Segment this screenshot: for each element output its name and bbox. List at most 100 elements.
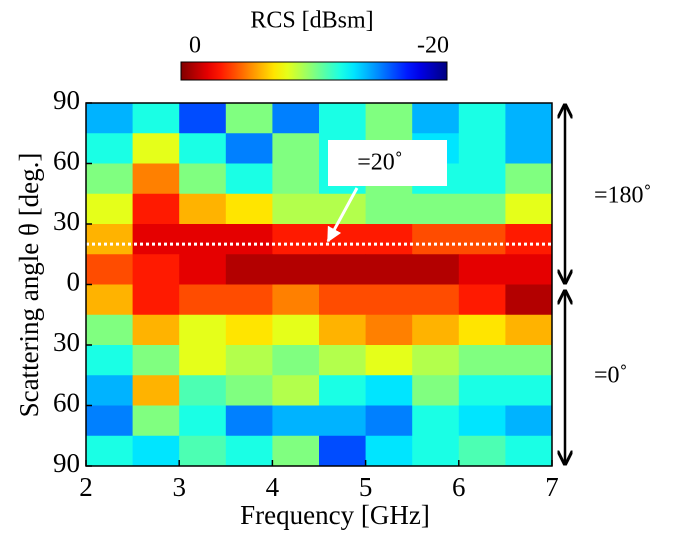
heatmap-cell — [505, 133, 553, 164]
heatmap-cell — [365, 375, 413, 406]
heatmap-cell — [132, 163, 180, 195]
heatmap-cell — [365, 193, 413, 225]
heatmap-cell — [365, 224, 413, 255]
heatmap-cell — [179, 224, 227, 255]
heatmap-cell — [225, 375, 273, 406]
heatmap-cell — [412, 375, 460, 406]
y-tick-label: 90 — [53, 448, 80, 478]
heatmap-cell — [505, 284, 553, 316]
heatmap-cell — [132, 375, 180, 406]
heatmap-cell — [365, 405, 413, 437]
heatmap-cell — [132, 133, 180, 164]
heatmap-cell — [365, 254, 413, 285]
heatmap-cell — [225, 133, 273, 164]
heatmap-cell — [505, 314, 553, 346]
y-tick-label: 30 — [53, 206, 80, 236]
heatmap-cell — [179, 435, 227, 467]
heatmap-cell — [225, 163, 273, 195]
heatmap-cell — [132, 224, 180, 255]
heatmap-cell — [179, 405, 227, 437]
heatmap-cell — [458, 435, 506, 467]
heatmap-cell — [132, 284, 180, 316]
x-tick-label: 7 — [545, 472, 559, 502]
heatmap-cell — [458, 375, 506, 406]
heatmap-cell — [272, 375, 320, 406]
heatmap-cell — [132, 103, 180, 134]
heatmap-cell — [365, 103, 413, 134]
heatmap-cell — [319, 254, 367, 285]
heatmap-cell — [412, 314, 460, 346]
heatmap-cell — [319, 345, 367, 376]
colorbar — [180, 61, 448, 81]
heatmap-cell — [458, 405, 506, 437]
heatmap-cell — [179, 345, 227, 376]
heatmap-cell — [412, 224, 460, 255]
colorbar-tick-label: 0 — [189, 33, 201, 59]
heatmap-cell — [505, 163, 553, 195]
heatmap-cell — [505, 193, 553, 225]
heatmap-cell — [458, 103, 506, 134]
heatmap-cell — [86, 345, 134, 376]
heatmap-cell — [458, 254, 506, 285]
heatmap-cell — [86, 375, 134, 406]
heatmap-cell — [179, 284, 227, 316]
heatmap-cell — [458, 193, 506, 225]
heatmap-cell — [132, 345, 180, 376]
overlay: =20˚ — [86, 140, 552, 246]
heatmap-cell — [225, 254, 273, 285]
heatmap-cell — [86, 193, 134, 225]
heatmap-cell — [458, 345, 506, 376]
heatmap-cell — [458, 133, 506, 164]
colorbar-title: RCS [dBsm] — [250, 8, 373, 34]
heatmap-cell — [319, 405, 367, 437]
x-tick-label: 4 — [266, 472, 280, 502]
annotation-arrow — [326, 187, 359, 243]
heatmap-cell — [458, 284, 506, 316]
heatmap-cell — [365, 435, 413, 467]
heatmap-cell — [272, 103, 320, 134]
x-tick-label: 2 — [79, 472, 93, 502]
heatmap-cell — [132, 254, 180, 285]
annotation: =20˚ — [357, 150, 403, 176]
heatmap-cell — [86, 435, 134, 467]
heatmap-cell — [179, 254, 227, 285]
heatmap-cell — [86, 405, 134, 437]
heatmap-cell — [225, 405, 273, 437]
heatmap-cell — [225, 435, 273, 467]
heatmap-cell — [319, 103, 367, 134]
heatmap-cell — [412, 103, 460, 134]
heatmap-cell — [272, 405, 320, 437]
heatmap-cell — [319, 375, 367, 406]
heatmap-cell — [272, 133, 320, 164]
heatmap-cell — [319, 224, 367, 255]
x-tick-label: 5 — [359, 472, 373, 502]
heatmap-cell — [225, 193, 273, 225]
x-tick-label: 3 — [172, 472, 186, 502]
heatmap-cell — [458, 314, 506, 346]
heatmap-cell — [86, 284, 134, 316]
heatmap-cell — [412, 284, 460, 316]
heatmap-cell — [179, 163, 227, 195]
heatmap-cell — [412, 345, 460, 376]
heatmap-cell — [179, 193, 227, 225]
heatmap-cell — [225, 103, 273, 134]
heatmap-cell — [505, 254, 553, 285]
heatmap-cell — [505, 103, 553, 134]
heatmap-cell — [412, 405, 460, 437]
heatmap-cell — [225, 224, 273, 255]
heatmap-cell — [272, 345, 320, 376]
heatmap-cell — [505, 224, 553, 255]
heatmap-cell — [412, 254, 460, 285]
heatmap-cell — [132, 193, 180, 225]
heatmap-cell — [272, 193, 320, 225]
heatmap-cell — [225, 284, 273, 316]
y-tick-label: 0 — [67, 267, 81, 297]
heatmap-cell — [412, 193, 460, 225]
heatmap-cell — [225, 314, 273, 346]
heatmap-cell — [179, 133, 227, 164]
y-tick-label: 60 — [53, 146, 80, 176]
heatmap-cell — [319, 284, 367, 316]
heatmap-cell — [458, 163, 506, 195]
